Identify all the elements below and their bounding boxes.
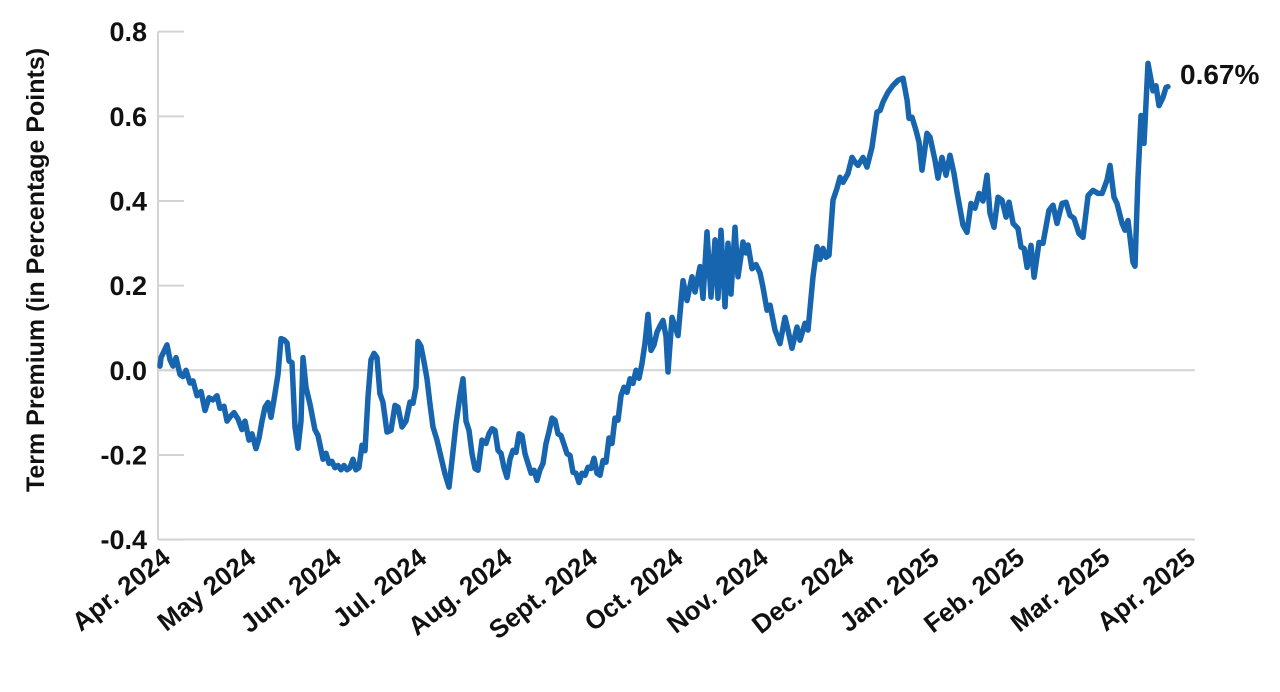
axes	[157, 30, 1195, 541]
y-axis-ticks: 0.8 0.6 0.4 0.2 0.0 -0.2 -0.4	[100, 17, 147, 555]
y-axis-title: Term Premium (in Percentage Points)	[22, 48, 50, 492]
y-tick-label: 0.8	[109, 17, 147, 47]
last-value-annotation: 0.67%	[1180, 59, 1259, 90]
y-tick-label: -0.2	[100, 440, 147, 470]
y-tick-label: 0.2	[109, 271, 147, 301]
y-tick-label: 0.6	[109, 102, 147, 132]
term-premium-line	[157, 60, 1171, 490]
y-tick-label: -0.4	[100, 525, 147, 555]
y-tick-label: 0.0	[109, 356, 147, 386]
y-tick-label: 0.4	[109, 186, 147, 216]
